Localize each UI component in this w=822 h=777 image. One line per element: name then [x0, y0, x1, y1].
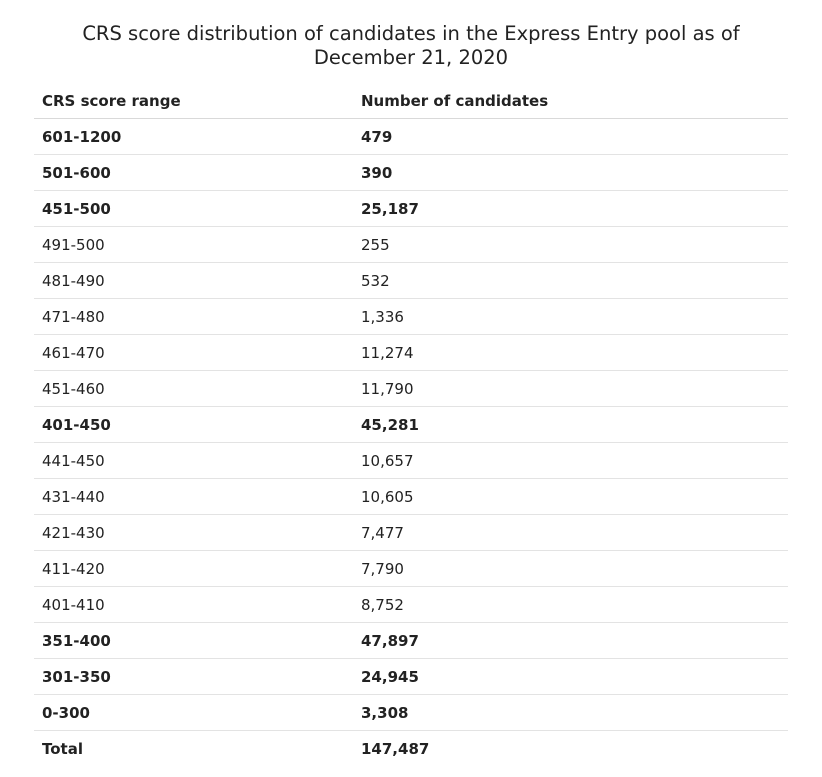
table-row: 441-450 10,657 — [34, 442, 788, 479]
row-count: 532 — [361, 262, 788, 299]
table-row: 0-300 3,308 — [34, 694, 788, 731]
row-range: 491-500 — [34, 226, 361, 263]
row-range: 461-470 — [34, 334, 361, 371]
row-count: 45,281 — [361, 406, 788, 443]
table-row: 491-500 255 — [34, 226, 788, 263]
row-range: 401-410 — [34, 586, 361, 623]
table-row: 401-450 45,281 — [34, 406, 788, 443]
total-label: Total — [42, 739, 83, 758]
row-range: 481-490 — [34, 262, 361, 299]
row-count: 10,657 — [361, 442, 788, 479]
header-crs-score-range: CRS score range — [34, 83, 361, 119]
table-total-row: Total 147,487 — [34, 731, 788, 767]
row-count: 7,790 — [361, 550, 788, 587]
row-count: 25,187 — [361, 190, 788, 227]
table-row: 411-420 7,790 — [34, 550, 788, 587]
row-range: 0-300 — [34, 694, 361, 731]
row-range: 401-450 — [34, 406, 361, 443]
row-count: 47,897 — [361, 622, 788, 659]
row-count: 11,274 — [361, 334, 788, 371]
row-count: 479 — [361, 118, 788, 155]
row-range: 351-400 — [34, 622, 361, 659]
row-range: 411-420 — [34, 550, 361, 587]
crs-distribution-table: CRS score range Number of candidates 601… — [34, 83, 788, 766]
row-range: 471-480 — [34, 298, 361, 335]
row-count: 11,790 — [361, 370, 788, 407]
table-row: 461-470 11,274 — [34, 334, 788, 371]
table-header-row: CRS score range Number of candidates — [34, 83, 788, 119]
row-count: 7,477 — [361, 514, 788, 551]
table-row: 431-440 10,605 — [34, 478, 788, 515]
row-range: 501-600 — [34, 154, 361, 191]
header-number-of-candidates: Number of candidates — [361, 83, 788, 119]
row-range: 431-440 — [34, 478, 361, 515]
table-title: CRS score distribution of candidates in … — [82, 22, 740, 69]
table-row: 481-490 532 — [34, 262, 788, 299]
row-count: 24,945 — [361, 658, 788, 695]
row-range: 601-1200 — [34, 118, 361, 155]
table-row: 451-500 25,187 — [34, 190, 788, 227]
total-count: 147,487 — [361, 739, 430, 758]
row-count: 3,308 — [361, 694, 788, 731]
row-count: 10,605 — [361, 478, 788, 515]
table-row: 401-410 8,752 — [34, 586, 788, 623]
table-row: 301-350 24,945 — [34, 658, 788, 695]
row-count: 390 — [361, 154, 788, 191]
table-row: 451-460 11,790 — [34, 370, 788, 407]
row-count: 1,336 — [361, 298, 788, 335]
row-range: 301-350 — [34, 658, 361, 695]
table-row: 601-1200 479 — [34, 118, 788, 155]
table-row: 351-400 47,897 — [34, 622, 788, 659]
table-row: 471-480 1,336 — [34, 298, 788, 335]
row-count: 255 — [361, 226, 788, 263]
row-range: 451-460 — [34, 370, 361, 407]
row-count: 8,752 — [361, 586, 788, 623]
table-row: 501-600 390 — [34, 154, 788, 191]
row-range: 441-450 — [34, 442, 361, 479]
row-range: 421-430 — [34, 514, 361, 551]
table-row: 421-430 7,477 — [34, 514, 788, 551]
row-range: 451-500 — [34, 190, 361, 227]
